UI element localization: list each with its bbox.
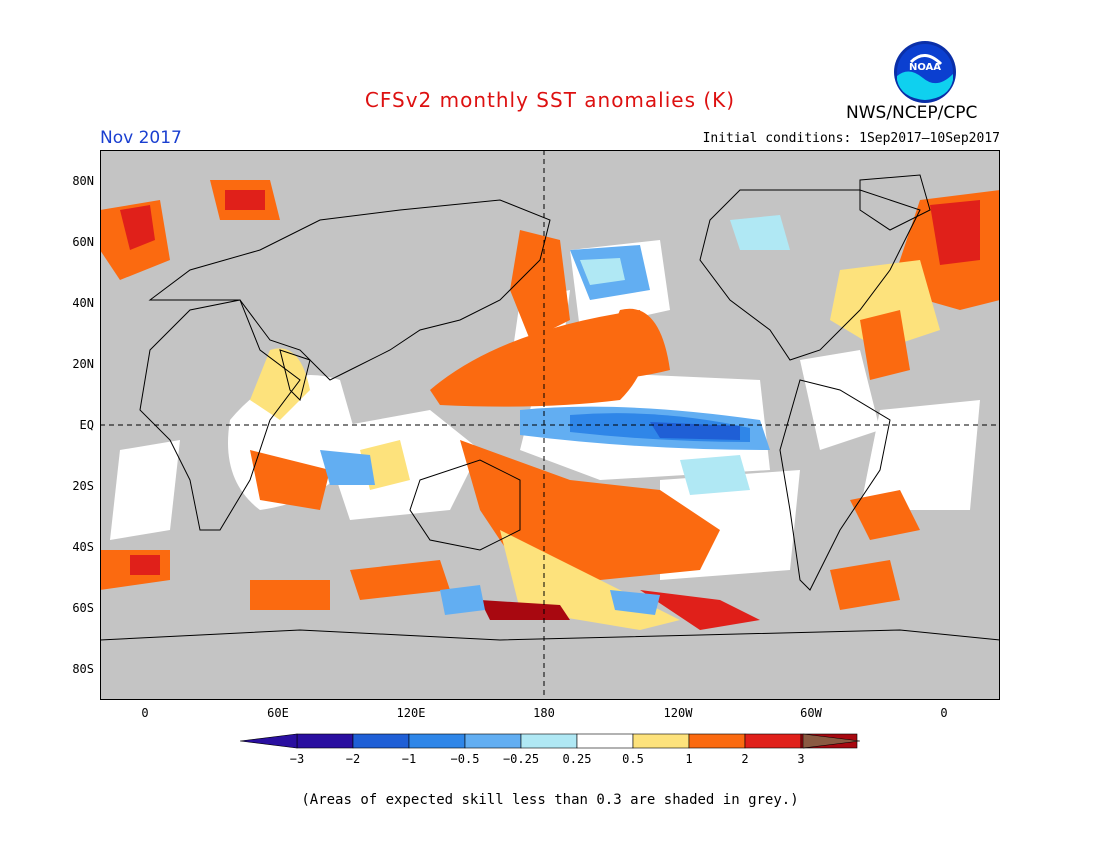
colorbar-label: −0.25 — [502, 752, 540, 766]
colorbar-swatch — [296, 733, 354, 749]
colorbar-label: −2 — [345, 752, 361, 766]
lat-label-20n: 20N — [72, 357, 94, 371]
colorbar — [240, 733, 860, 749]
agency-label: NWS/NCEP/CPC — [846, 103, 978, 123]
forecast-month: Nov 2017 — [100, 128, 182, 148]
lat-label-80s: 80S — [72, 662, 94, 676]
colorbar-swatch — [352, 733, 410, 749]
colorbar-swatches — [296, 733, 858, 749]
coastlines — [99, 174, 1001, 641]
lon-label-60w: 60W — [800, 706, 822, 720]
lon-label-120w: 120W — [663, 706, 693, 720]
colorbar-swatch — [520, 733, 578, 749]
lon-label-0-east: 0 — [940, 706, 948, 720]
cool-anomalies — [320, 215, 790, 615]
lat-label-60n: 60N — [72, 235, 94, 249]
warm-anomalies — [100, 180, 1000, 630]
colorbar-label: 2 — [741, 752, 749, 766]
colorbar-swatch — [744, 733, 802, 749]
colorbar-label: −1 — [401, 752, 417, 766]
colorbar-high-extend — [802, 733, 860, 749]
lat-label-20s: 20S — [72, 479, 94, 493]
lat-label-eq: EQ — [79, 418, 94, 432]
colorbar-swatch — [576, 733, 634, 749]
colorbar-label: −3 — [289, 752, 305, 766]
map-canvas — [99, 149, 1001, 701]
lat-label-80n: 80N — [72, 174, 94, 188]
colorbar-label: 3 — [797, 752, 805, 766]
colorbar-label: −0.5 — [450, 752, 480, 766]
colorbar-swatch — [408, 733, 466, 749]
lon-label-60e: 60E — [267, 706, 289, 720]
colorbar-label: 0.25 — [562, 752, 592, 766]
lon-label-120e: 120E — [396, 706, 426, 720]
sst-anomaly-map — [99, 149, 1001, 701]
lon-label-0: 0 — [141, 706, 149, 720]
logo-text: NOAA — [909, 62, 941, 73]
lon-label-180: 180 — [533, 706, 555, 720]
noaa-logo-icon: NOAA — [894, 41, 956, 103]
map-title: CFSv2 monthly SST anomalies (K) — [364, 88, 736, 112]
lat-label-60s: 60S — [72, 601, 94, 615]
colorbar-label: 0.5 — [622, 752, 644, 766]
colorbar-swatch — [464, 733, 522, 749]
skill-footnote: (Areas of expected skill less than 0.3 a… — [301, 792, 799, 808]
colorbar-swatch — [632, 733, 690, 749]
colorbar-label: 1 — [685, 752, 693, 766]
colorbar-swatch — [688, 733, 746, 749]
lat-label-40n: 40N — [72, 296, 94, 310]
colorbar-low-extend — [240, 733, 298, 749]
lat-label-40s: 40S — [72, 540, 94, 554]
initial-conditions: Initial conditions: 1Sep2017–10Sep2017 — [702, 131, 1000, 146]
